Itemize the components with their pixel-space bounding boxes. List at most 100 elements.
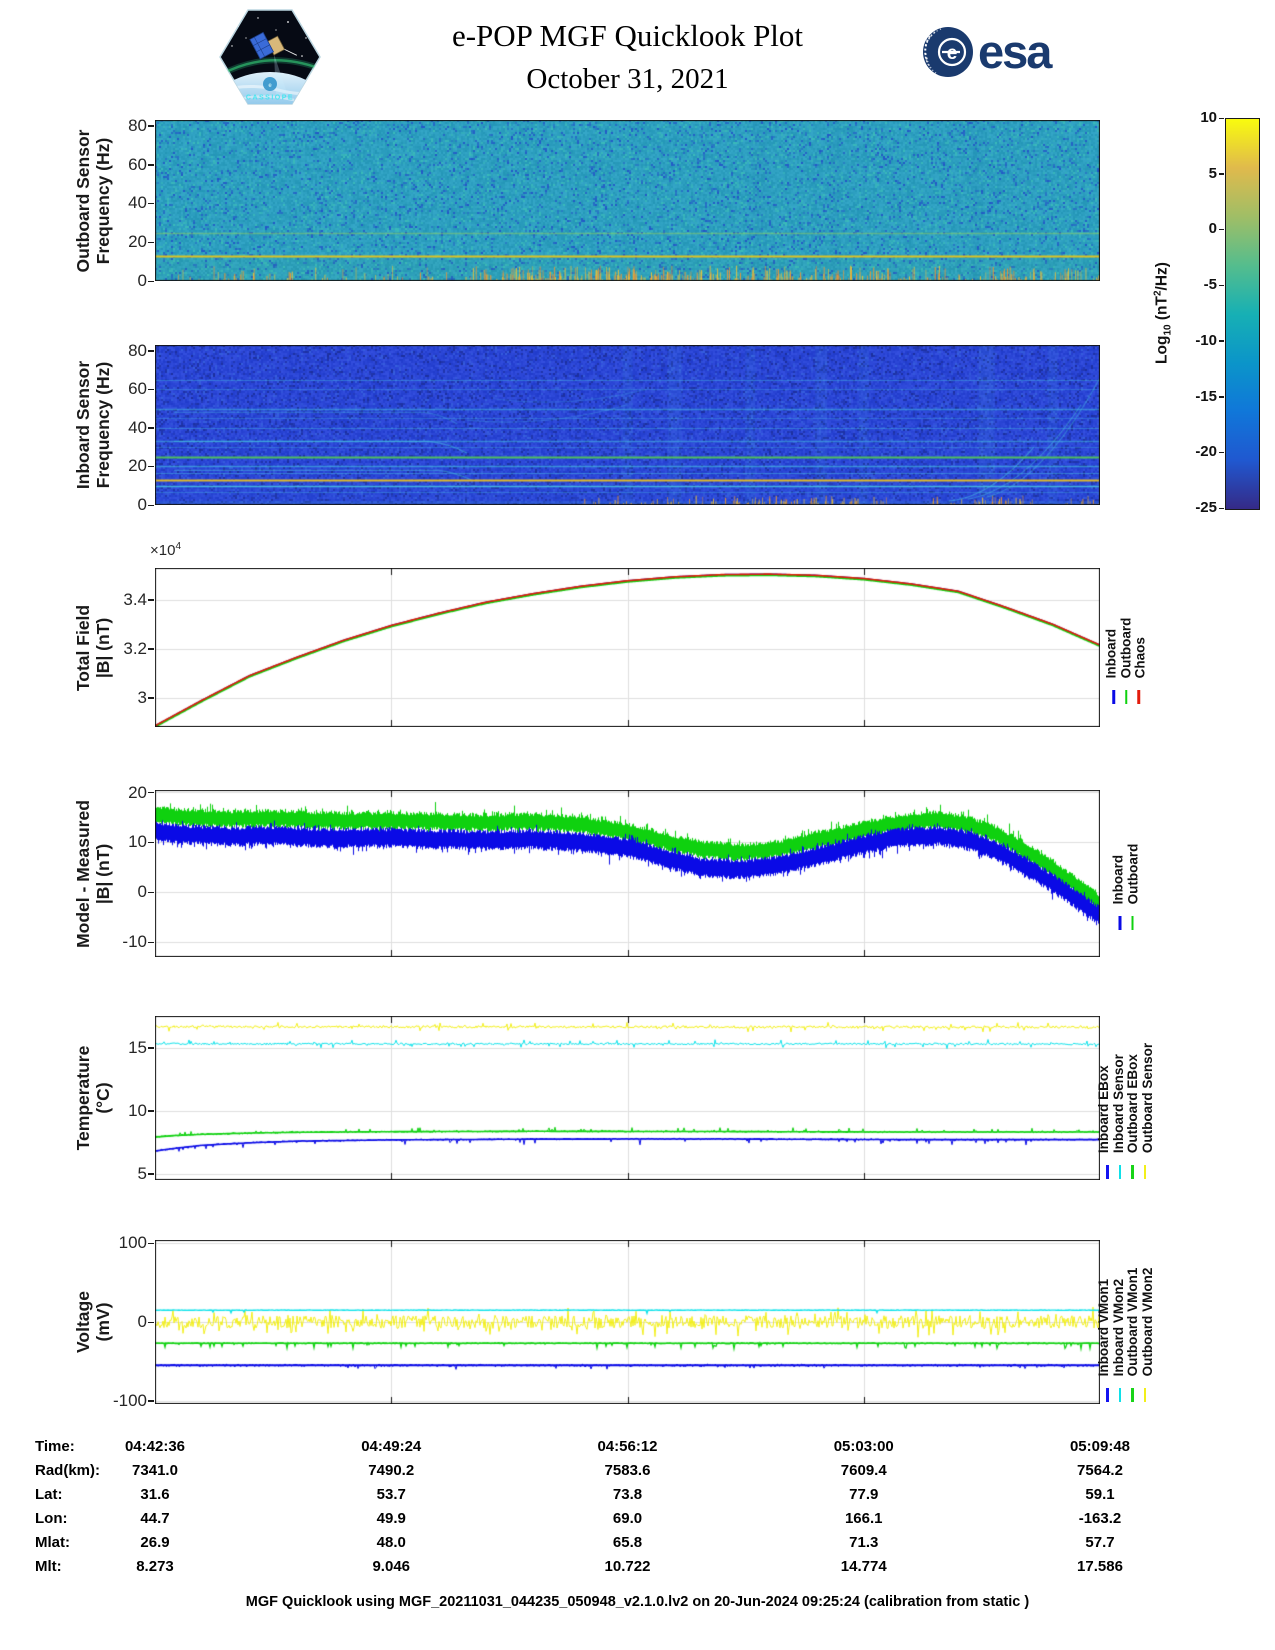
table-cell: 17.586 <box>1077 1558 1123 1575</box>
y-tick-label: 10 <box>128 1100 147 1120</box>
panel-inboard-spectrogram: Inboard Sensor Frequency (Hz) 0 20 40 60 80 <box>73 341 1100 514</box>
table-cell: 71.3 <box>849 1534 879 1551</box>
legend-color-tick <box>1112 689 1115 704</box>
table-cell: 05:03:00 <box>833 1438 894 1455</box>
legend-color-tick <box>1131 1388 1134 1403</box>
legend-entry-label: Outboard Sensor <box>1139 1042 1155 1154</box>
y-tick-mark <box>148 941 154 944</box>
colorbar-tick-label: 0 <box>1208 220 1217 238</box>
table-row-label: Mlt: <box>35 1558 62 1575</box>
total-field-canvas <box>155 568 1100 727</box>
y-tick-label: 3.2 <box>123 638 147 658</box>
legend-entry-label: Outboard <box>1125 843 1140 904</box>
table-cell: 10.722 <box>604 1558 651 1575</box>
y-tick-label: 0 <box>137 495 147 514</box>
colorbar-tick-label: -10 <box>1195 331 1217 349</box>
patch-label: CASSIOPE <box>246 95 294 102</box>
legend-temperature: Inboard EBox Inboard Sensor Outboard EBox O… <box>1096 1016 1155 1180</box>
y-tick-mark <box>148 648 154 650</box>
table-cell: 04:42:36 <box>124 1438 186 1455</box>
table-row-label: Mlat: <box>35 1534 70 1551</box>
model-minus-measured-canvas <box>155 790 1100 957</box>
table-cell: 26.9 <box>140 1534 170 1551</box>
legend-color-ticks <box>1106 1165 1146 1180</box>
panel-voltage: Voltage (mV) -100 0 100 Inboard VMon1 Inboar… <box>73 1233 1155 1410</box>
y-tick-mark <box>148 164 154 166</box>
y-axis-label-temperature: Temperature (°C) <box>73 1045 113 1151</box>
header-titles: e-POP MGF Quicklook Plot October 31, 202… <box>155 18 1100 96</box>
table-row-label: Rad(km): <box>35 1462 101 1479</box>
table-row-label: Time: <box>35 1438 75 1455</box>
legend-entry-label: Outboard <box>1117 617 1133 678</box>
y-tick-label: 40 <box>128 193 147 213</box>
page-title: e-POP MGF Quicklook Plot <box>451 18 804 53</box>
legend-color-tick <box>1137 689 1140 704</box>
y-tick-label: 0 <box>137 882 147 902</box>
y-tick-mark <box>148 465 154 468</box>
y-tick-mark <box>148 1173 154 1175</box>
inboard-spectrogram-canvas <box>155 345 1100 505</box>
y-tick-mark <box>148 1047 154 1049</box>
table-cell: 05:09:48 <box>1069 1438 1131 1455</box>
table-cell: 65.8 <box>612 1534 643 1551</box>
legend-labels: Inboard Outboard Chaos <box>1103 617 1148 678</box>
table-cell: 166.1 <box>844 1510 883 1527</box>
y-tick-mark <box>148 350 154 352</box>
axis-multiplier-label: ×104 <box>150 541 182 559</box>
esa-logo: e esa <box>922 26 1052 78</box>
legend-voltage: Inboard VMon1 Inboard VMon2 Outboard VMon1… <box>1096 1240 1155 1404</box>
colorbar-tick-mark <box>1219 228 1224 231</box>
y-tick-label: 60 <box>128 379 147 399</box>
y-tick-label: 20 <box>128 456 147 476</box>
y-tick-label: 0 <box>137 1312 147 1331</box>
y-tick-mark <box>148 202 154 205</box>
legend-color-tick <box>1118 915 1121 930</box>
table-row-label: Lon: <box>35 1510 68 1527</box>
table-cell: 7341.0 <box>132 1462 178 1479</box>
y-tick-label: 15 <box>128 1037 147 1057</box>
y-tick-label: 20 <box>128 232 147 252</box>
page-date: October 31, 2021 <box>526 63 729 95</box>
table-cell: 44.7 <box>140 1510 170 1527</box>
y-tick-mark <box>148 388 154 391</box>
y-tick-mark <box>148 504 154 506</box>
y-tick-mark <box>148 1242 154 1245</box>
panel-model-minus-measured: Model - Measured |B| (nT) -10 0 10 20 Inboar… <box>73 783 1140 957</box>
y-axis-label-model-minus-measured: Model - Measured |B| (nT) <box>73 799 113 948</box>
colorbar-tick-mark <box>1219 451 1224 454</box>
colorbar-tick-label: -5 <box>1203 276 1217 294</box>
y-tick-mark <box>148 280 154 282</box>
esa-globe-icon: e <box>923 27 973 77</box>
y-tick-label: 0 <box>137 271 147 290</box>
legend-entry-label: Inboard VMon1 <box>1096 1278 1111 1377</box>
legend-color-tick <box>1118 1165 1121 1180</box>
satellite <box>249 31 298 60</box>
legend-total-field: Inboard Outboard Chaos <box>1102 568 1150 727</box>
table-cell: 7609.4 <box>840 1462 887 1479</box>
legend-entry-label: Outboard VMon1 <box>1125 1267 1140 1377</box>
colorbar-tick-label: 5 <box>1208 164 1217 182</box>
panel-total-field: Total Field |B| (nT) 3 3.2 3.4 Inboard Outbo… <box>73 568 1147 727</box>
legend-color-tick <box>1106 1388 1109 1403</box>
legend-color-tick <box>1131 915 1134 930</box>
voltage-canvas <box>155 1240 1100 1404</box>
table-cell: 77.9 <box>849 1486 879 1503</box>
table-row-label: Lat: <box>35 1486 63 1503</box>
colorbar-tick-mark <box>1219 173 1224 175</box>
table-cell: 49.9 <box>376 1510 406 1527</box>
y-tick-mark <box>148 1321 154 1323</box>
legend-entry-label: Inboard <box>1110 854 1126 904</box>
legend-color-tick <box>1124 689 1128 704</box>
table-cell: 53.7 <box>376 1486 406 1503</box>
y-tick-label: -100 <box>112 1390 147 1410</box>
legend-color-tick <box>1118 1388 1121 1403</box>
legend-color-ticks <box>1118 915 1134 930</box>
colorbar-tick-label: -15 <box>1195 387 1217 405</box>
table-cell: 7583.6 <box>604 1462 651 1479</box>
cassiope-mission-patch: e CASSIOPE <box>219 9 321 105</box>
colorbar-tick-mark <box>1219 340 1224 342</box>
y-tick-mark <box>148 241 154 244</box>
table-cell: 48.0 <box>376 1534 406 1551</box>
legend-entry-label: Outboard EBox <box>1125 1054 1140 1154</box>
legend-labels: Inboard EBox Inboard Sensor Outboard EBox O… <box>1096 1042 1155 1154</box>
